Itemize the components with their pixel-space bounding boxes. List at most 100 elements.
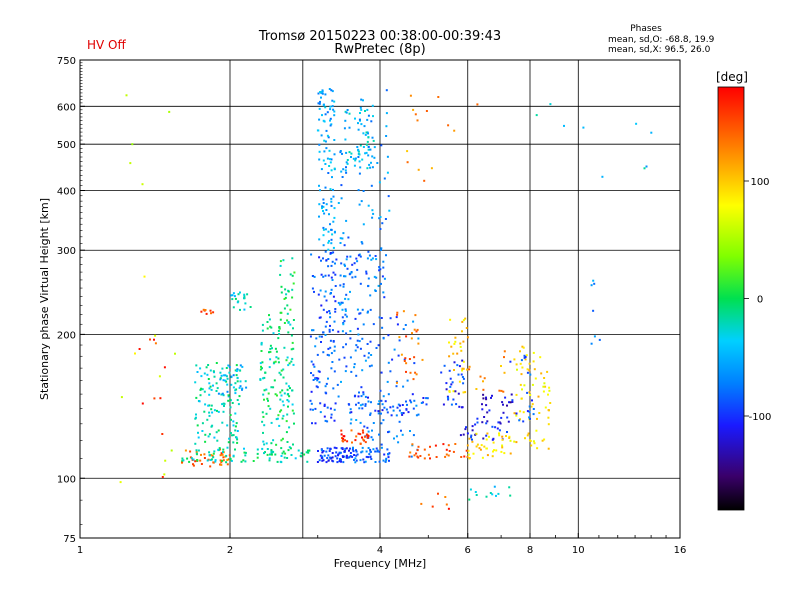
data-point xyxy=(262,415,265,418)
data-point xyxy=(471,429,474,432)
data-point xyxy=(521,388,523,391)
data-point xyxy=(269,325,272,328)
data-point xyxy=(363,435,366,438)
data-point xyxy=(350,370,353,373)
data-point xyxy=(243,295,246,298)
data-point xyxy=(330,204,333,207)
data-point xyxy=(192,464,195,467)
data-point xyxy=(324,274,327,277)
data-point xyxy=(320,273,323,276)
data-point xyxy=(409,451,412,454)
data-point xyxy=(384,460,387,463)
data-point xyxy=(352,157,355,160)
data-point xyxy=(447,444,450,447)
data-point xyxy=(327,230,330,233)
data-point xyxy=(515,414,518,417)
data-point xyxy=(324,290,327,293)
data-point xyxy=(213,450,216,453)
data-point xyxy=(344,308,347,311)
data-point xyxy=(449,385,452,388)
data-point xyxy=(518,419,521,422)
data-point xyxy=(216,387,219,390)
data-point xyxy=(485,438,488,441)
data-point xyxy=(455,403,458,406)
data-point xyxy=(536,447,539,450)
data-point xyxy=(371,438,374,441)
data-point xyxy=(383,296,386,299)
data-point xyxy=(378,400,381,403)
data-point xyxy=(366,140,369,143)
data-point xyxy=(447,396,450,399)
data-point xyxy=(327,274,330,277)
data-point xyxy=(533,368,536,371)
data-point xyxy=(475,432,478,435)
data-point xyxy=(334,300,337,303)
data-point xyxy=(311,422,313,425)
data-point xyxy=(341,176,344,178)
data-point xyxy=(279,260,282,263)
data-point xyxy=(645,165,648,168)
data-point xyxy=(506,431,508,433)
data-point xyxy=(318,102,321,105)
data-point xyxy=(352,450,355,453)
colorbar-gradient xyxy=(718,87,744,510)
data-point xyxy=(650,131,653,134)
data-point xyxy=(416,449,419,452)
data-point xyxy=(330,200,333,203)
data-point xyxy=(286,312,289,315)
data-point xyxy=(462,377,465,380)
data-point xyxy=(318,107,321,110)
data-point xyxy=(415,404,418,407)
data-point xyxy=(500,450,503,453)
data-point xyxy=(281,400,284,403)
data-point xyxy=(163,473,166,476)
data-point xyxy=(363,354,366,357)
data-point xyxy=(361,407,364,410)
data-point xyxy=(260,350,263,352)
x-axis-ticks: 1 2 4 6 8 10 16 xyxy=(77,533,686,556)
data-point xyxy=(513,440,516,443)
data-point xyxy=(359,282,362,285)
data-point xyxy=(453,342,456,345)
data-point xyxy=(370,354,373,356)
data-point xyxy=(398,420,401,423)
data-point xyxy=(270,421,273,424)
data-point xyxy=(227,395,230,398)
data-point xyxy=(210,388,213,391)
data-point xyxy=(208,414,211,417)
data-point xyxy=(460,349,463,352)
data-point xyxy=(509,360,512,363)
data-point xyxy=(345,447,348,450)
data-point xyxy=(280,409,283,412)
data-point xyxy=(468,365,471,368)
data-point xyxy=(224,374,227,377)
data-point xyxy=(342,456,345,458)
data-point xyxy=(279,391,282,394)
data-point xyxy=(401,404,404,406)
data-point xyxy=(541,439,544,442)
data-point xyxy=(349,447,351,450)
data-point xyxy=(461,330,463,333)
data-point xyxy=(354,317,357,320)
data-point xyxy=(532,440,535,443)
data-point xyxy=(495,449,498,452)
data-point xyxy=(376,449,379,452)
data-point xyxy=(543,382,546,385)
data-point xyxy=(265,412,268,415)
data-point xyxy=(386,448,389,451)
data-point xyxy=(321,459,324,462)
data-point xyxy=(345,111,348,114)
data-point xyxy=(372,448,375,451)
data-point xyxy=(485,396,487,399)
data-point xyxy=(333,349,336,352)
data-point xyxy=(327,172,330,174)
x-axis-label: Frequency [MHz] xyxy=(334,557,426,570)
data-point xyxy=(228,454,231,457)
data-point xyxy=(207,378,210,380)
data-point xyxy=(241,387,244,390)
data-point xyxy=(262,377,265,380)
data-point xyxy=(444,496,447,498)
data-point xyxy=(362,223,365,226)
data-point xyxy=(509,494,512,497)
data-point xyxy=(186,457,189,460)
